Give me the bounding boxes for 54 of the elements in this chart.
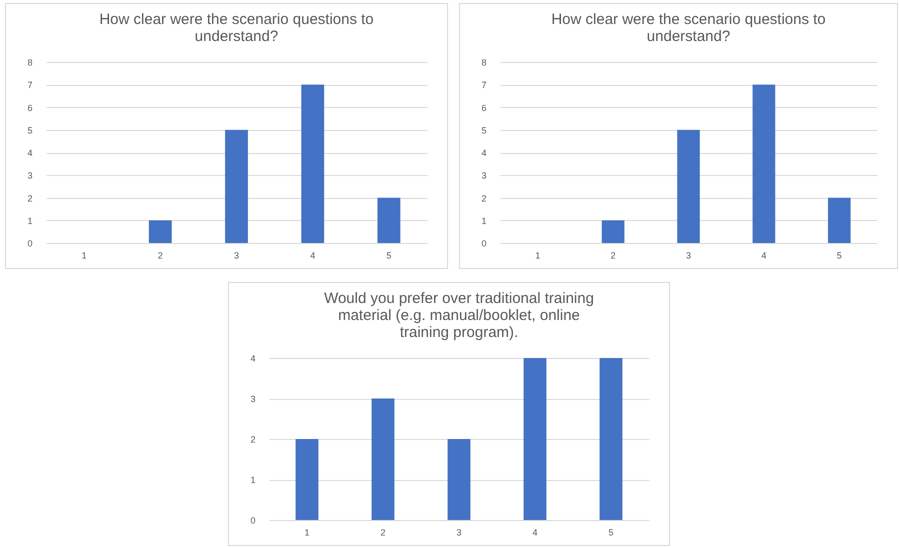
y-tick-label: 8 bbox=[27, 58, 32, 68]
y-tick-label: 7 bbox=[27, 80, 32, 90]
y-tick-label: 0 bbox=[481, 238, 486, 248]
bar bbox=[600, 358, 622, 520]
bar bbox=[602, 220, 624, 243]
y-tick-label: 2 bbox=[481, 193, 486, 204]
y-tick-label: 6 bbox=[27, 102, 32, 113]
x-tick-label: 1 bbox=[304, 528, 310, 538]
bar bbox=[448, 439, 470, 520]
x-tick-label: 3 bbox=[686, 250, 692, 260]
bar bbox=[148, 220, 172, 243]
x-tick-label: 5 bbox=[386, 250, 392, 260]
y-tick-label: 0 bbox=[27, 238, 32, 248]
y-tick-label: 3 bbox=[250, 394, 256, 404]
x-tick-label: 2 bbox=[380, 528, 386, 538]
bar bbox=[296, 439, 318, 520]
x-tick-label: 1 bbox=[535, 250, 540, 260]
bar bbox=[752, 84, 776, 243]
x-tick-label: 2 bbox=[610, 250, 616, 260]
x-tick-label: 5 bbox=[608, 528, 614, 538]
x-tick-label: 4 bbox=[761, 250, 766, 260]
x-tick-label: 4 bbox=[310, 250, 316, 260]
y-tick-label: 5 bbox=[27, 125, 32, 136]
x-tick-label: 4 bbox=[532, 528, 538, 538]
y-tick-label: 1 bbox=[250, 475, 256, 485]
y-tick-label: 5 bbox=[481, 125, 486, 136]
y-tick-label: 1 bbox=[27, 216, 32, 226]
chart-title: How clear were the scenario questions to understand? bbox=[99, 11, 374, 45]
y-tick-label: 4 bbox=[27, 148, 32, 158]
x-tick-label: 3 bbox=[456, 528, 462, 538]
chart-title: How clear were the scenario questions to understand? bbox=[551, 11, 826, 45]
y-tick-label: 3 bbox=[27, 170, 32, 181]
y-tick-label: 6 bbox=[481, 102, 486, 113]
x-tick-label: 1 bbox=[82, 250, 87, 260]
bar bbox=[677, 130, 700, 243]
y-tick-label: 7 bbox=[481, 80, 486, 90]
bar bbox=[301, 84, 324, 243]
y-tick-label: 0 bbox=[250, 516, 256, 526]
x-tick-label: 2 bbox=[158, 250, 163, 260]
bar bbox=[372, 398, 394, 520]
x-tick-label: 3 bbox=[234, 250, 240, 260]
y-tick-label: 2 bbox=[27, 193, 32, 204]
y-tick-label: 1 bbox=[481, 216, 486, 226]
x-tick-label: 5 bbox=[836, 250, 842, 260]
bar bbox=[225, 130, 248, 243]
y-tick-label: 4 bbox=[481, 148, 486, 158]
y-tick-label: 8 bbox=[481, 58, 486, 68]
bar bbox=[377, 198, 400, 243]
y-tick-label: 2 bbox=[250, 434, 256, 444]
y-tick-label: 4 bbox=[250, 354, 256, 364]
y-tick-label: 3 bbox=[481, 170, 486, 181]
bar bbox=[828, 198, 851, 243]
bar bbox=[524, 358, 546, 520]
chart-title: Would you prefer over traditional training material (e.g. manual/booklet, online training program). bbox=[324, 290, 594, 341]
